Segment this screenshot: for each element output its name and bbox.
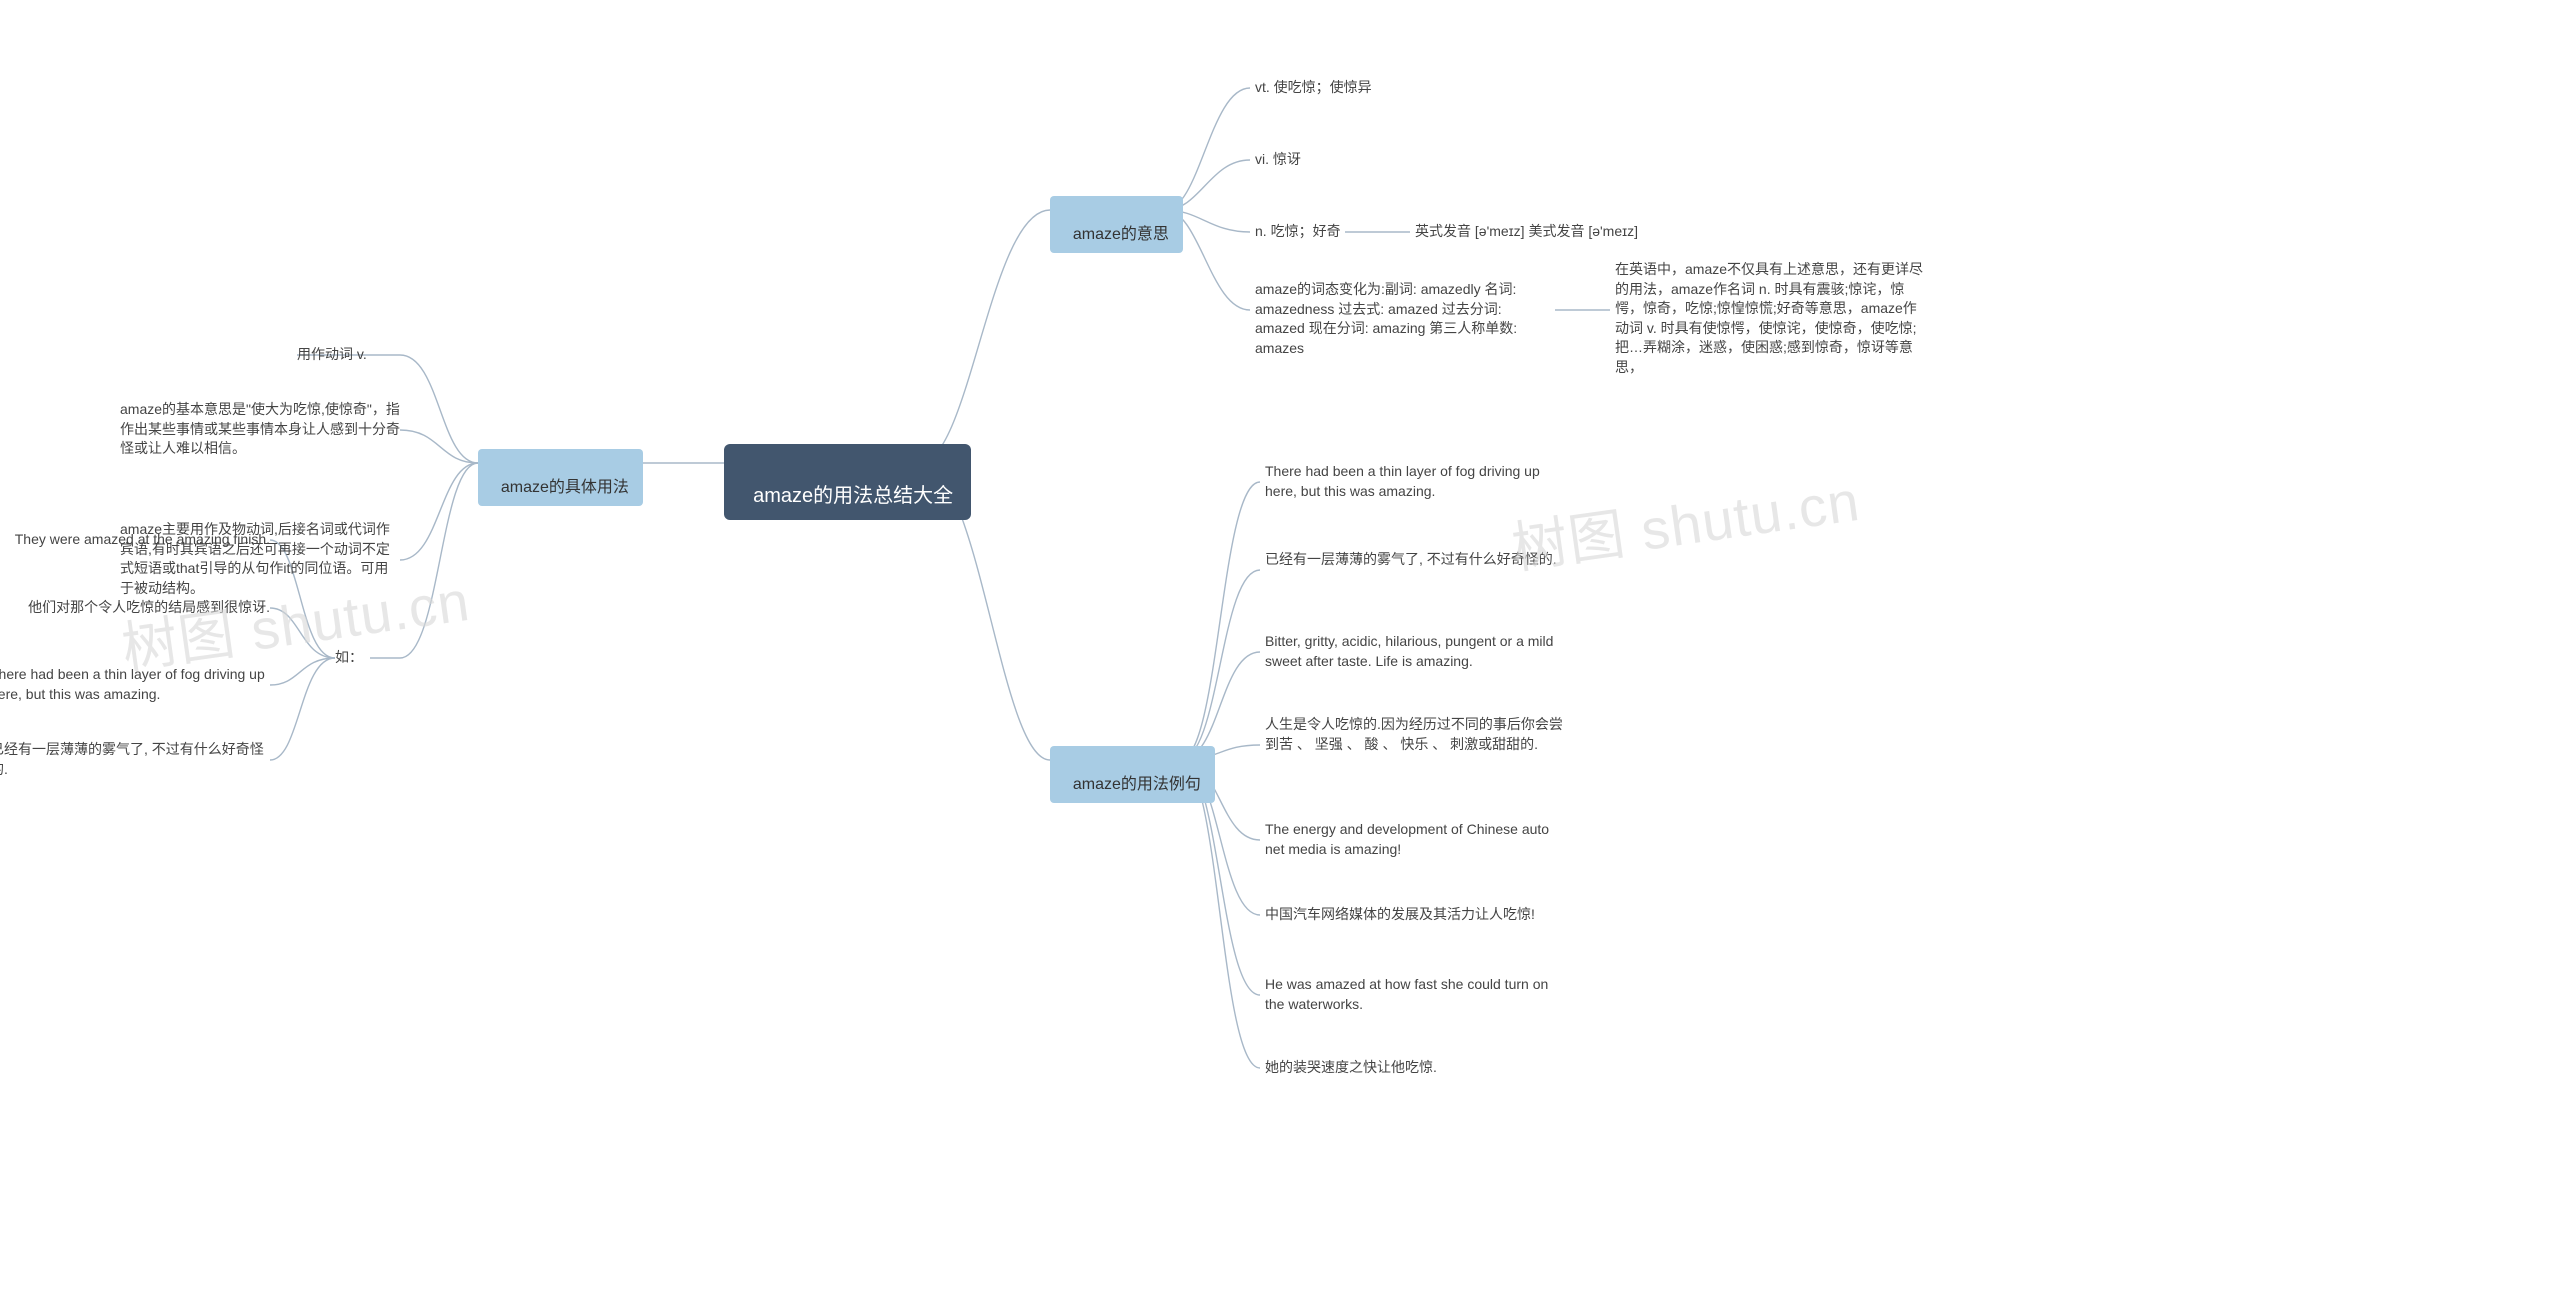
leaf-meaning-n: n. 吃惊；好奇 (1255, 222, 1341, 242)
branch-meaning-label: amaze的意思 (1073, 226, 1169, 243)
branch-usage[interactable]: amaze的具体用法 (478, 449, 643, 506)
leaf-ex-8: 她的装哭速度之快让他吃惊. (1265, 1058, 1437, 1078)
leaf-eg-2: 他们对那个令人吃惊的结局感到很惊讶. (0, 598, 270, 618)
leaf-ex-3: Bitter, gritty, acidic, hilarious, punge… (1265, 632, 1565, 671)
leaf-ex-4: 人生是令人吃惊的.因为经历过不同的事后你会尝到苦 、 坚强 、 酸 、 快乐 、… (1265, 715, 1565, 754)
branch-examples-label: amaze的用法例句 (1073, 776, 1201, 793)
leaf-ex-1: There had been a thin layer of fog drivi… (1265, 462, 1565, 501)
leaf-eg-1: They were amazed at the amazing finish. (0, 530, 270, 550)
leaf-eg-4: 已经有一层薄薄的雾气了, 不过有什么好奇怪的. (0, 740, 270, 779)
leaf-ex-7: He was amazed at how fast she could turn… (1265, 975, 1565, 1014)
root-node[interactable]: amaze的用法总结大全 (724, 444, 971, 520)
leaf-eg-3: There had been a thin layer of fog drivi… (0, 665, 270, 704)
branch-examples[interactable]: amaze的用法例句 (1050, 746, 1215, 803)
branch-meaning[interactable]: amaze的意思 (1050, 196, 1183, 253)
leaf-meaning-vi: vi. 惊讶 (1255, 150, 1301, 170)
leaf-ex-6: 中国汽车网络媒体的发展及其活力让人吃惊! (1265, 905, 1535, 925)
root-label: amaze的用法总结大全 (753, 485, 953, 507)
leaf-usage-2: amaze的基本意思是"使大为吃惊,使惊奇"，指作出某些事情或某些事情本身让人感… (120, 400, 400, 459)
leaf-meaning-pron: 英式发音 [ə'meɪz] 美式发音 [ə'meɪz] (1415, 222, 1638, 242)
leaf-meaning-tense: amaze的词态变化为:副词: amazedly 名词: amazedness … (1255, 280, 1555, 358)
leaf-ex-5: The energy and development of Chinese au… (1265, 820, 1565, 859)
leaf-meaning-extra: 在英语中，amaze不仅具有上述意思，还有更详尽的用法，amaze作名词 n. … (1615, 260, 1925, 378)
leaf-meaning-vt: vt. 使吃惊；使惊异 (1255, 78, 1372, 98)
leaf-ex-2: 已经有一层薄薄的雾气了, 不过有什么好奇怪的. (1265, 550, 1557, 570)
leaf-usage-eg-label: 如： (335, 648, 363, 668)
leaf-usage-1: 用作动词 v. (297, 345, 367, 365)
branch-usage-label: amaze的具体用法 (501, 479, 629, 496)
